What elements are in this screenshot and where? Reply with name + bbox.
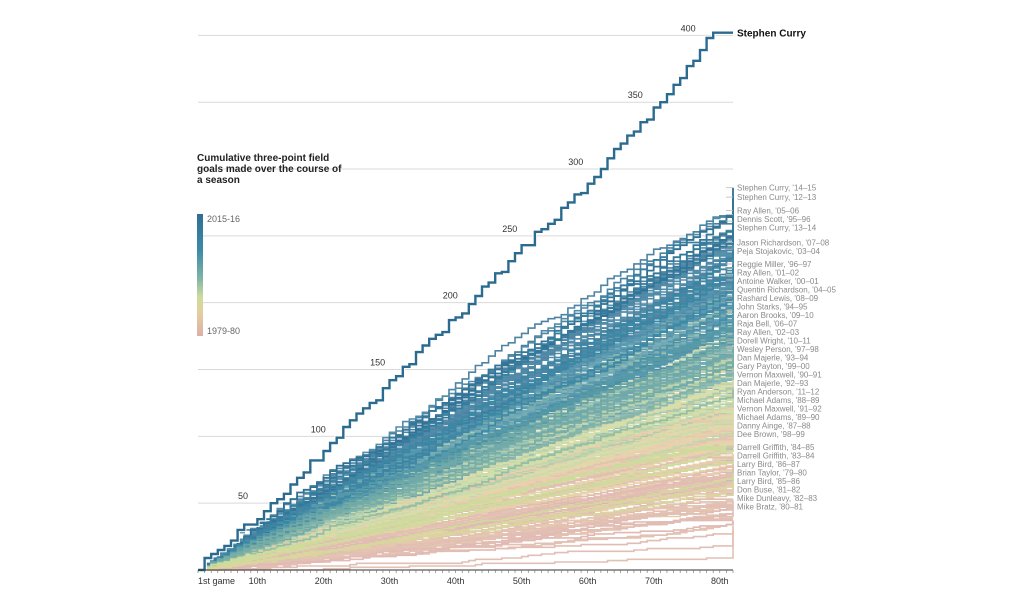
series-label: Peja Stojakovic, '03–04 (737, 247, 820, 256)
season-line (198, 520, 734, 571)
y-gridline-label: 100 (311, 424, 326, 434)
series-line (198, 460, 734, 571)
series-label: Stephen Curry, '13–14 (737, 223, 817, 232)
series-label: Dee Brown, '98–99 (737, 430, 805, 439)
season-line (198, 441, 734, 571)
series-line (198, 267, 733, 571)
series-label: Quentin Richardson, '04–05 (737, 285, 836, 294)
season-line (198, 525, 734, 571)
legend-title: Cumulative three-point field goals made … (197, 153, 342, 186)
series-label: Vernon Maxwell, '90–91 (737, 370, 822, 379)
series-line (198, 358, 734, 571)
series-label: Jason Richardson, '07–08 (737, 239, 830, 248)
series-label: Dennis Scott, '95–96 (737, 215, 811, 224)
series-line (198, 241, 733, 571)
series-label: Stephen Curry, '12–13 (737, 193, 817, 202)
series-label: Darrell Griffith, '84–85 (737, 443, 815, 452)
x-tick-label: 40th (447, 576, 465, 586)
series-label: Wesley Person, '97–98 (737, 345, 819, 354)
series-label: Michael Adams, '89–90 (737, 413, 820, 422)
series-label: John Starks, '94–95 (737, 302, 808, 311)
x-tick-label: 20th (315, 576, 333, 586)
series-label: Reggie Miller, '96–97 (737, 260, 812, 269)
season-line (198, 509, 734, 571)
series-line (198, 372, 734, 571)
y-gridline-label: 150 (370, 358, 385, 368)
x-tick-label: 10th (249, 576, 267, 586)
legend-top-label: 2015-16 (207, 214, 241, 224)
series-label: Aaron Brooks, '09–10 (737, 311, 814, 320)
x-tick-label: 70th (645, 576, 663, 586)
x-tick-label: 60th (579, 576, 597, 586)
y-gridline-label: 350 (628, 90, 643, 100)
series-label: Darrell Griffith, '83–84 (737, 452, 815, 461)
series-label: Mike Bratz, '80–81 (737, 503, 804, 512)
series-label: Ray Allen, '02–03 (737, 328, 800, 337)
x-tick-label: 50th (513, 576, 531, 586)
season-line (198, 513, 733, 571)
series-line (198, 492, 733, 571)
y-gridline-label: 400 (681, 23, 696, 33)
legend-bottom-label: 1979-80 (207, 326, 241, 336)
y-gridline-label: 300 (568, 157, 583, 167)
season-line (198, 529, 734, 571)
series-label: Larry Bird, '85–86 (737, 477, 800, 486)
highlight-label: Stephen Curry (737, 29, 806, 40)
x-tick-label: 80th (711, 576, 729, 586)
series-label: Raja Bell, '06–07 (737, 319, 798, 328)
y-gridline-label: 200 (443, 291, 458, 301)
series-label: Ray Allen, '01–02 (737, 268, 800, 277)
series-label: Dan Majerle, '92–93 (737, 379, 809, 388)
series-label: Mike Dunleavy, '82–83 (737, 494, 818, 503)
series-label: Larry Bird, '86–87 (737, 460, 800, 469)
series-label: Danny Ainge, '87–88 (737, 421, 811, 430)
series-label: Dan Majerle, '93–94 (737, 353, 809, 362)
series-line (198, 389, 734, 571)
x-tick-label: 1st game (198, 576, 235, 586)
series-line (198, 480, 734, 571)
series-label: Vernon Maxwell, '91–92 (737, 404, 822, 413)
series-label: Ray Allen, '05–06 (737, 206, 800, 215)
series-label: Gary Payton, '99–00 (737, 362, 810, 371)
legend-color-bar (197, 214, 203, 336)
curry-highlight-line (198, 31, 733, 572)
y-gridline-label: 50 (238, 491, 248, 501)
series-line (198, 448, 733, 571)
series-label: Rashard Lewis, '08–09 (737, 294, 819, 303)
x-tick-label: 30th (381, 576, 399, 586)
series-label: Antoine Walker, '00–01 (737, 277, 819, 286)
series-label: Brian Taylor, '79–80 (737, 469, 807, 478)
y-gridline-label: 250 (502, 224, 517, 234)
series-label: Dorell Wright, '10–11 (737, 336, 811, 345)
series-label: Ryan Anderson, '11–12 (737, 387, 820, 396)
series-line (198, 347, 733, 571)
season-line (198, 520, 734, 571)
series-label: Don Buse, '81–82 (737, 486, 801, 495)
series-label: Michael Adams, '88–89 (737, 396, 820, 405)
series-label: Stephen Curry, '14–15 (737, 184, 817, 193)
